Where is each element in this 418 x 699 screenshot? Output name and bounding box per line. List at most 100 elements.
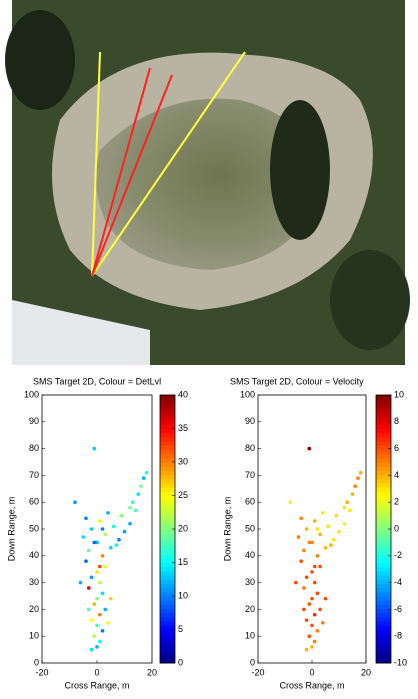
colorbar-segment <box>376 612 391 618</box>
colorbar-tick-label: 10 <box>394 389 404 399</box>
colorbar-segment <box>376 428 391 434</box>
aerial-photo <box>5 0 410 365</box>
y-tick-label: 100 <box>240 389 255 399</box>
point <box>296 535 301 539</box>
colorbar-segment <box>160 629 175 635</box>
colorbar-segment <box>160 579 175 584</box>
point <box>128 505 132 510</box>
point <box>323 596 328 601</box>
colorbar-segment <box>160 432 175 438</box>
colorbar-segment <box>376 424 391 429</box>
point <box>108 545 113 550</box>
colorbar-segment <box>160 637 175 643</box>
point <box>304 575 309 580</box>
colorbar-segment <box>160 612 175 618</box>
colorbar-segment <box>160 457 175 463</box>
point <box>89 618 94 622</box>
colorbar-segment <box>376 415 391 421</box>
point <box>106 621 110 625</box>
colorbar-segment <box>376 570 391 576</box>
colorbar-segment <box>160 575 175 580</box>
y-tick-label: 80 <box>245 443 255 453</box>
y-tick-label: 80 <box>29 443 39 453</box>
colorbar-segment <box>376 441 391 446</box>
point <box>342 521 347 526</box>
colorbar-segment <box>160 587 175 593</box>
point <box>119 513 124 518</box>
colorbar-segment <box>376 650 391 656</box>
colorbar-segment <box>376 637 391 643</box>
point <box>92 634 97 638</box>
point <box>95 596 99 601</box>
colorbar-segment <box>376 503 391 509</box>
point <box>97 612 102 617</box>
point <box>133 508 138 513</box>
colorbar-segment <box>160 570 175 576</box>
y-tick-label: 50 <box>29 523 39 533</box>
point <box>97 639 102 644</box>
point <box>141 476 146 480</box>
point <box>95 540 99 545</box>
colorbar-segment <box>376 516 391 522</box>
colorbar-segment <box>376 591 391 597</box>
colorbar-segment <box>376 529 391 534</box>
colorbar-segment <box>376 508 391 513</box>
point <box>318 564 322 569</box>
colorbar-segment <box>160 549 175 555</box>
colorbar-segment <box>376 411 391 417</box>
point <box>95 623 99 628</box>
colorbar-segment <box>376 608 391 614</box>
colorbar-segment <box>160 583 175 589</box>
colorbar-segment <box>160 621 175 626</box>
point <box>89 575 94 580</box>
point <box>307 540 312 545</box>
point <box>356 476 360 480</box>
x-axis-label: Cross Range, m <box>279 680 344 690</box>
y-tick-label: 10 <box>29 631 39 641</box>
colorbar-segment <box>160 466 175 471</box>
point <box>84 516 88 521</box>
point <box>73 500 77 505</box>
point <box>323 545 328 550</box>
colorbar-segment <box>160 650 175 656</box>
colorbar-segment <box>160 600 175 605</box>
colorbar-segment <box>376 420 391 425</box>
colorbar-segment <box>160 625 175 630</box>
colorbar-segment <box>160 491 175 496</box>
point <box>318 607 322 612</box>
y-tick-label: 20 <box>29 604 39 614</box>
colorbar-segment <box>376 474 391 480</box>
colorbar-segment <box>376 541 391 547</box>
colorbar-segment <box>376 453 391 459</box>
point <box>310 570 314 574</box>
colorbar-tick-label: 25 <box>178 490 188 500</box>
point <box>294 580 298 585</box>
colorbar-segment <box>160 516 175 522</box>
colorbar-segment <box>160 445 175 450</box>
x-tick-label: -20 <box>35 667 48 677</box>
point <box>108 596 113 601</box>
y-tick-label: 40 <box>29 550 39 560</box>
colorbar-segment <box>160 508 175 513</box>
colorbar-segment <box>160 474 175 480</box>
point <box>100 554 105 558</box>
point <box>326 524 331 529</box>
point <box>97 564 102 569</box>
point <box>86 586 91 590</box>
chart-title: SMS Target 2D, Colour = DetLvl <box>33 376 161 386</box>
colorbar-segment <box>160 478 175 484</box>
colorbar-segment <box>376 545 391 551</box>
point <box>329 543 333 547</box>
colorbar-segment <box>376 449 391 455</box>
colorbar-segment <box>160 495 175 501</box>
x-tick-label: -20 <box>251 667 264 677</box>
colorbar-segment <box>160 415 175 421</box>
colorbar-tick-label: 20 <box>178 523 188 533</box>
colorbar-segment <box>376 462 391 467</box>
colorbar-segment <box>160 399 175 404</box>
colorbar-segment <box>160 524 175 530</box>
colorbar-segment <box>376 495 391 501</box>
point <box>128 521 132 526</box>
point <box>130 500 135 505</box>
colorbar-segment <box>376 436 391 442</box>
